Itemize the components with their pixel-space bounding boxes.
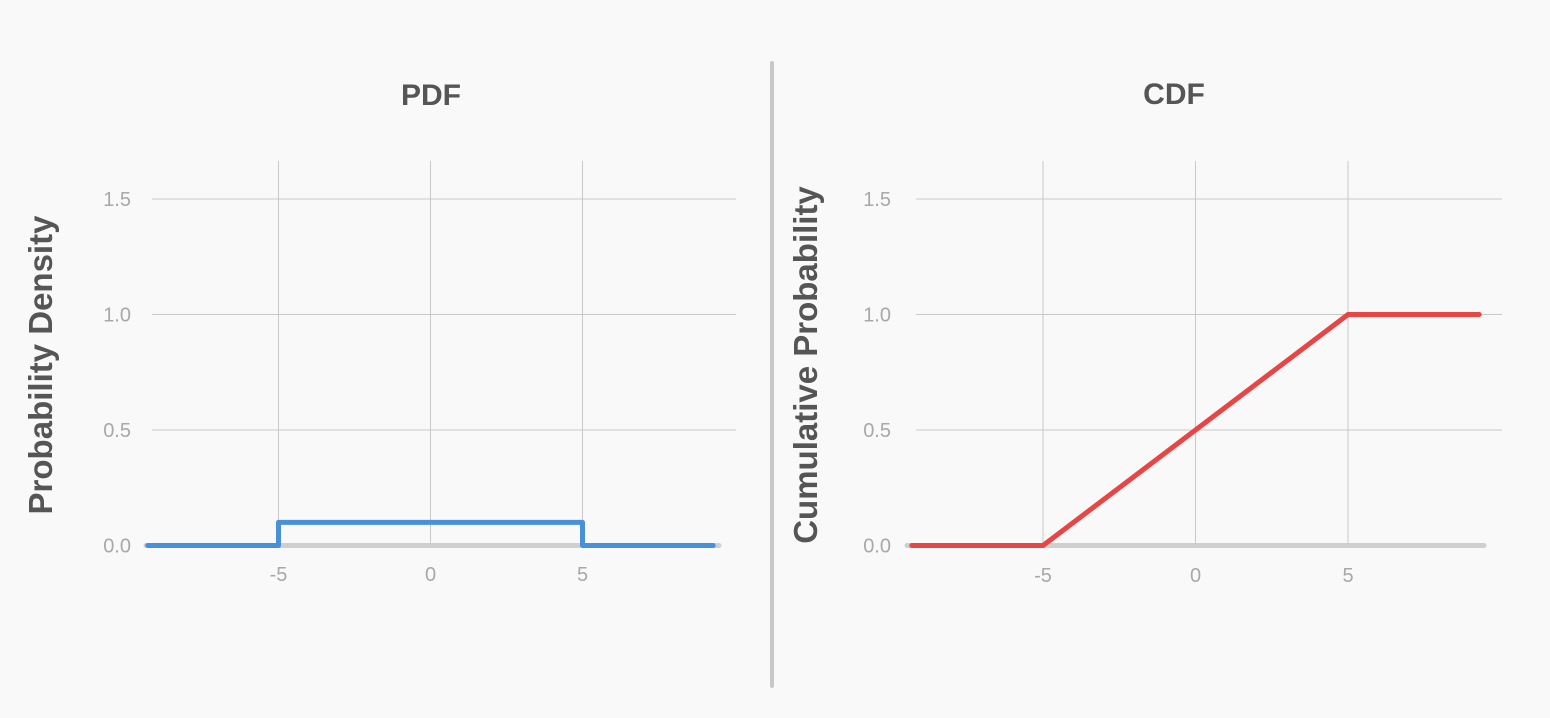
x-tick-label: 5 — [577, 564, 588, 586]
y-axis-label: Probability Density — [22, 215, 59, 515]
chart-title: CDF — [1143, 78, 1205, 111]
grid — [916, 161, 1502, 546]
y-tick-label: 1.5 — [863, 189, 891, 211]
x-tick-label: 5 — [1342, 565, 1353, 587]
y-tick-label: 1.5 — [103, 189, 131, 211]
y-tick-label: 0.0 — [863, 536, 891, 558]
axes: 0.0 0.5 1.0 1.5 -5 0 5 — [863, 189, 1487, 587]
x-tick-label: -5 — [1034, 565, 1052, 587]
x-tick-label: -5 — [270, 564, 288, 586]
y-tick-label: 0.0 — [103, 536, 131, 558]
axes: 0.0 0.5 1.0 1.5 -5 0 5 — [103, 189, 722, 586]
series-line — [145, 519, 716, 548]
series — [909, 312, 1482, 548]
x-tick-label: 0 — [425, 564, 436, 586]
y-tick-label: 0.5 — [103, 420, 131, 442]
cdf-chart: CDF Cumulative Probability 0.0 0.5 1.0 1.5 -… — [787, 78, 1502, 587]
grid — [152, 161, 736, 546]
y-tick-label: 1.0 — [863, 305, 891, 327]
x-tick-label: 0 — [1190, 565, 1201, 587]
series-line — [909, 312, 1482, 548]
y-tick-label: 1.0 — [103, 305, 131, 327]
y-tick-label: 0.5 — [863, 420, 891, 442]
series — [145, 519, 716, 548]
pdf-chart: PDF Probability Density 0.0 0.5 1.0 1.5 -5 0 5 — [22, 79, 736, 586]
chart-title: PDF — [401, 79, 461, 112]
y-axis-label: Cumulative Probability — [787, 186, 824, 544]
